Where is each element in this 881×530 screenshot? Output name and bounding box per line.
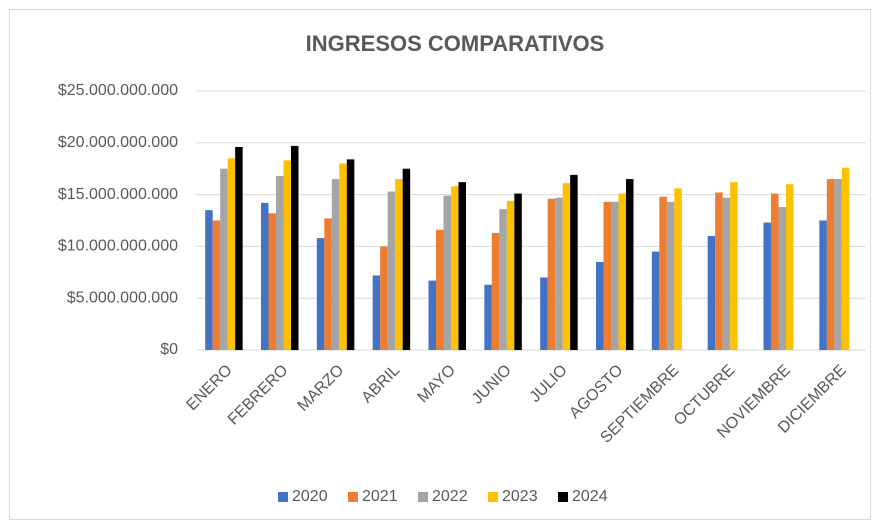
bar	[603, 201, 611, 350]
y-tick-label: $25.000.000.000	[58, 82, 178, 99]
bar	[499, 209, 507, 350]
y-tick-label: $20.000.000.000	[58, 134, 178, 151]
bar	[730, 182, 738, 350]
bar	[235, 146, 243, 350]
bar	[324, 218, 332, 350]
bar	[436, 229, 444, 350]
legend-swatch	[348, 492, 358, 502]
bar	[372, 275, 381, 350]
legend-label: 2024	[572, 488, 608, 505]
bar	[674, 188, 682, 350]
bar	[451, 186, 459, 350]
bar	[826, 179, 835, 350]
bar	[763, 222, 771, 350]
bar	[291, 145, 299, 350]
bar	[611, 201, 619, 350]
bar	[819, 220, 827, 350]
legend-label: 2020	[292, 488, 328, 505]
bar	[205, 210, 213, 350]
bar	[339, 163, 347, 350]
legend-swatch	[418, 492, 428, 502]
bar	[570, 174, 578, 350]
legend-label: 2021	[362, 488, 398, 505]
bar	[707, 236, 716, 350]
legend-swatch	[278, 492, 288, 502]
bar	[651, 251, 660, 350]
bar	[227, 158, 236, 350]
bar	[659, 196, 667, 350]
bar	[715, 192, 723, 350]
bar	[276, 175, 284, 350]
bar	[387, 191, 396, 350]
bar	[722, 197, 731, 350]
bar	[786, 184, 794, 350]
legend-label: 2023	[502, 488, 538, 505]
bar	[596, 261, 604, 350]
y-tick-label: $5.000.000.000	[67, 289, 178, 306]
legend-swatch	[558, 492, 568, 502]
bar	[458, 182, 466, 350]
y-tick-label: $10.000.000.000	[58, 238, 178, 255]
bar	[346, 159, 355, 350]
bar	[331, 179, 340, 350]
bar	[484, 284, 492, 350]
bar	[626, 179, 634, 350]
y-tick-label: $0	[160, 341, 178, 358]
bar	[491, 232, 500, 350]
bar	[540, 277, 548, 350]
bar	[380, 246, 388, 350]
legend-swatch	[488, 492, 498, 502]
bar	[547, 198, 556, 350]
bar	[283, 160, 291, 350]
bar	[443, 195, 451, 350]
bar	[562, 183, 571, 350]
legend-label: 2022	[432, 488, 468, 505]
bar	[212, 220, 221, 350]
bar	[841, 167, 850, 350]
y-tick-label: $15.000.000.000	[58, 186, 178, 203]
bar	[778, 207, 786, 350]
bar	[506, 200, 515, 350]
bar	[316, 238, 325, 350]
bar	[395, 179, 403, 350]
bar	[428, 280, 436, 350]
bar	[618, 193, 626, 350]
bar	[514, 193, 522, 350]
bar	[771, 193, 779, 350]
bar	[555, 197, 563, 350]
bar	[220, 168, 228, 350]
bar	[666, 201, 675, 350]
chart-title: INGRESOS COMPARATIVOS	[306, 31, 605, 56]
bar	[402, 168, 411, 350]
bar	[268, 213, 276, 350]
bar	[834, 179, 842, 350]
bar	[261, 202, 269, 350]
